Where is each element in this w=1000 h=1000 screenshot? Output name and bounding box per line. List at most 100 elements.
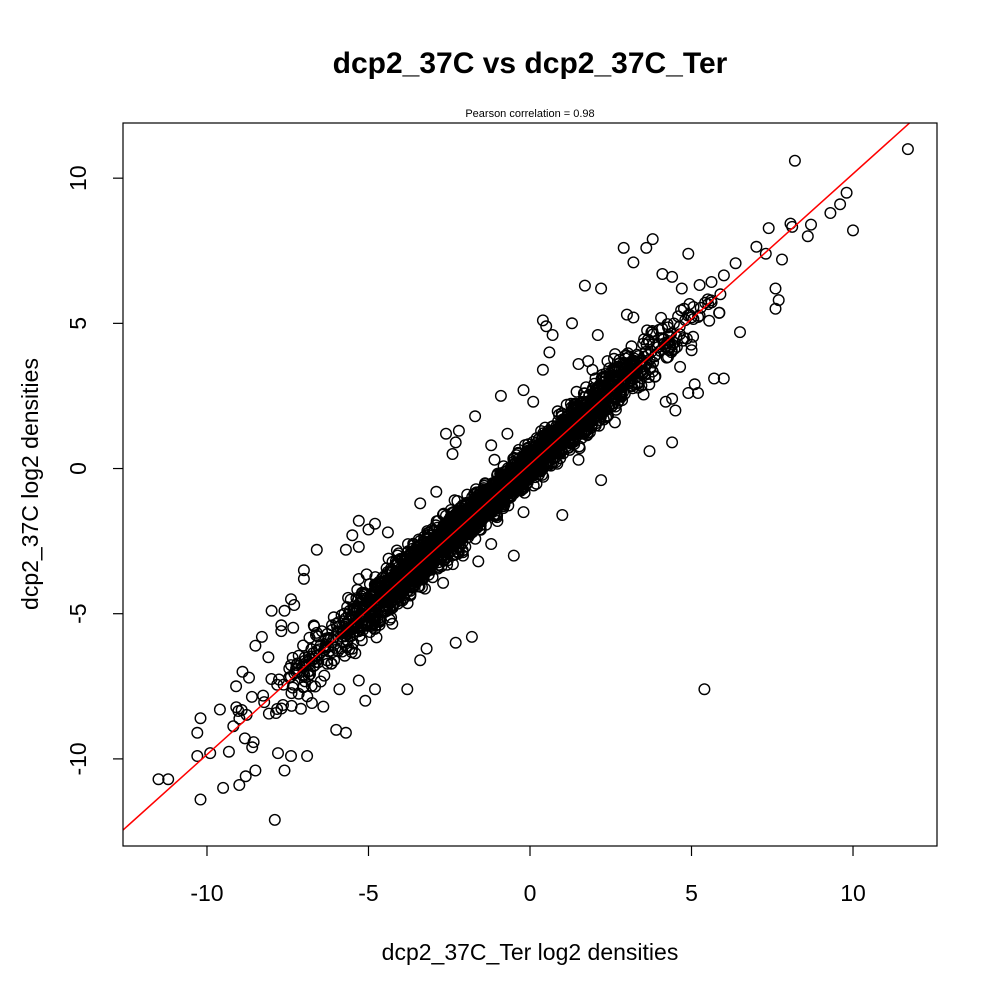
data-point (472, 555, 485, 568)
data-point (449, 636, 462, 649)
data-point (646, 233, 659, 246)
data-point (446, 448, 459, 461)
data-point (278, 604, 291, 617)
data-point (265, 604, 278, 617)
data-point (543, 346, 556, 359)
data-point (637, 337, 650, 350)
data-point (608, 416, 621, 429)
data-point (566, 317, 579, 330)
data-point (341, 634, 354, 647)
data-point (645, 326, 658, 339)
data-point (705, 276, 718, 289)
data-point (536, 453, 549, 466)
data-point (455, 516, 468, 529)
data-point (648, 370, 661, 383)
data-point (230, 680, 243, 693)
data-point (640, 241, 653, 254)
data-point (511, 481, 524, 494)
y-tick-label: -10 (65, 742, 91, 775)
data-point (233, 712, 246, 725)
data-point (642, 349, 655, 362)
data-point (297, 572, 310, 585)
data-point (708, 372, 721, 385)
data-point (631, 355, 644, 368)
data-point (287, 678, 300, 691)
data-point (430, 485, 443, 498)
data-point (430, 515, 443, 528)
data-point (625, 340, 638, 353)
data-point (649, 349, 662, 362)
data-point (336, 645, 349, 658)
data-point (366, 618, 379, 631)
data-point (603, 398, 616, 411)
data-point (659, 395, 672, 408)
data-point (369, 517, 382, 530)
y-tick-label: -5 (65, 603, 91, 623)
data-point (517, 384, 530, 397)
data-point (572, 453, 585, 466)
data-point (617, 241, 630, 254)
data-point (339, 726, 352, 739)
data-point (609, 348, 622, 361)
data-point (546, 329, 559, 342)
data-point (543, 430, 556, 443)
data-point (255, 630, 268, 643)
data-point (257, 689, 270, 702)
data-point (465, 630, 478, 643)
data-point (666, 436, 679, 449)
data-point (426, 571, 439, 584)
data-point (363, 594, 376, 607)
data-point (769, 302, 782, 315)
data-point (333, 683, 346, 696)
data-point (557, 436, 570, 449)
data-point (429, 519, 442, 532)
data-point (258, 696, 271, 709)
data-point (242, 671, 255, 684)
data-point (750, 240, 763, 253)
data-point (762, 222, 775, 235)
data-point (687, 330, 700, 343)
data-point (568, 407, 581, 420)
data-point (278, 764, 291, 777)
data-point (297, 564, 310, 577)
data-point (683, 298, 696, 311)
data-point (682, 247, 695, 260)
data-point (275, 625, 288, 638)
data-point (342, 591, 355, 604)
data-point (286, 651, 299, 664)
data-point (714, 288, 727, 301)
data-point (436, 536, 449, 549)
data-point (655, 311, 668, 324)
data-point (698, 683, 711, 696)
data-point (537, 470, 550, 483)
data-point (162, 773, 175, 786)
data-point (283, 671, 296, 684)
data-point (245, 690, 258, 703)
data-point (759, 247, 772, 260)
data-point (404, 563, 417, 576)
data-point (230, 701, 243, 714)
data-point (404, 572, 417, 585)
data-point (669, 404, 682, 417)
data-point (685, 344, 698, 357)
data-point (194, 793, 207, 806)
data-point (661, 318, 674, 331)
data-point (222, 745, 235, 758)
data-point (306, 654, 319, 667)
data-point (452, 545, 465, 558)
data-point (213, 703, 226, 716)
data-point (297, 639, 310, 652)
data-point (555, 433, 568, 446)
data-point (339, 612, 352, 625)
data-point (440, 427, 453, 440)
data-point (272, 747, 285, 760)
data-point (318, 669, 331, 682)
data-point (317, 700, 330, 713)
data-point (692, 387, 705, 400)
data-point (522, 438, 535, 451)
x-tick-label: 5 (685, 880, 698, 906)
data-point (349, 604, 362, 617)
data-point (413, 580, 426, 593)
data-point (595, 474, 608, 487)
data-point (386, 601, 399, 614)
